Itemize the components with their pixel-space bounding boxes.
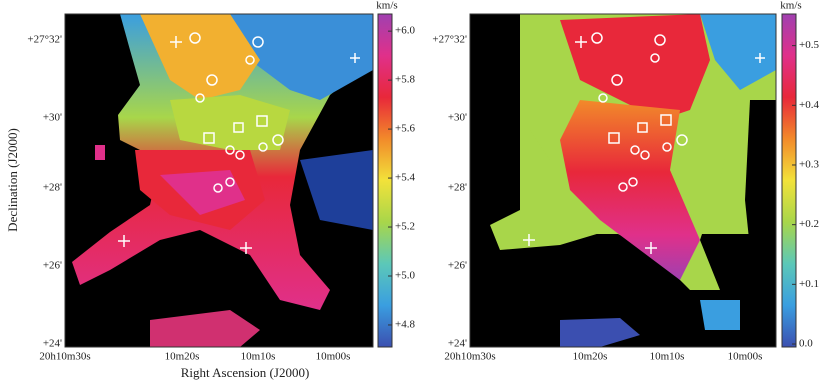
ra-label: 10m10s	[241, 351, 276, 363]
dec-label: +24'	[43, 338, 62, 350]
colorbar-tick-label: +0.5	[799, 39, 819, 51]
map-right	[470, 14, 776, 347]
dec-label: +28'	[448, 182, 467, 194]
colorbar-tick-label: +5.6	[395, 123, 415, 135]
dec-label: +28'	[43, 182, 62, 194]
colorbar-tick-label: 0.0	[799, 338, 813, 350]
colorbar-tick-label: +0.3	[799, 159, 819, 171]
ra-label: 10m20s	[165, 351, 200, 363]
dec-label: +26'	[448, 260, 467, 272]
y-axis-title: Declination (J2000)	[5, 128, 20, 232]
ra-label: 10m10s	[650, 351, 685, 363]
map-frame	[64, 13, 374, 348]
map-frame	[469, 13, 777, 348]
dec-label: +30'	[43, 112, 62, 124]
dec-label: +26'	[43, 260, 62, 272]
map-left	[65, 14, 373, 347]
colorbar-tick-label: +0.2	[799, 218, 819, 230]
colorbar-tick-label: +4.8	[395, 318, 415, 330]
ra-label: 10m20s	[573, 351, 608, 363]
colorbar	[781, 13, 797, 348]
colorbar-tick-label: +5.0	[395, 270, 415, 282]
colorbar-unit: km/s	[376, 0, 397, 12]
ra-label: 10m00s	[316, 351, 351, 363]
dec-label: +24'	[448, 338, 467, 350]
colorbar-tick-label: +6.0	[395, 25, 415, 37]
dec-label: +27°32'	[27, 34, 62, 46]
colorbar-tick-label: +0.1	[799, 278, 819, 290]
colorbar	[377, 13, 393, 348]
colorbar-tick-label: +5.2	[395, 221, 415, 233]
x-axis-title: Right Ascension (J2000)	[181, 365, 310, 380]
dec-label: +30'	[448, 112, 467, 124]
colorbar-unit: km/s	[780, 0, 801, 12]
dec-label: +27°32'	[432, 34, 467, 46]
colorbar-tick-label: +5.4	[395, 172, 415, 184]
ra-label: 20h10m30s	[444, 351, 495, 363]
ra-label: 10m00s	[728, 351, 763, 363]
ra-label: 20h10m30s	[39, 351, 90, 363]
colorbar-tick-label: +0.4	[799, 99, 819, 111]
colorbar-tick-label: +5.8	[395, 74, 415, 86]
